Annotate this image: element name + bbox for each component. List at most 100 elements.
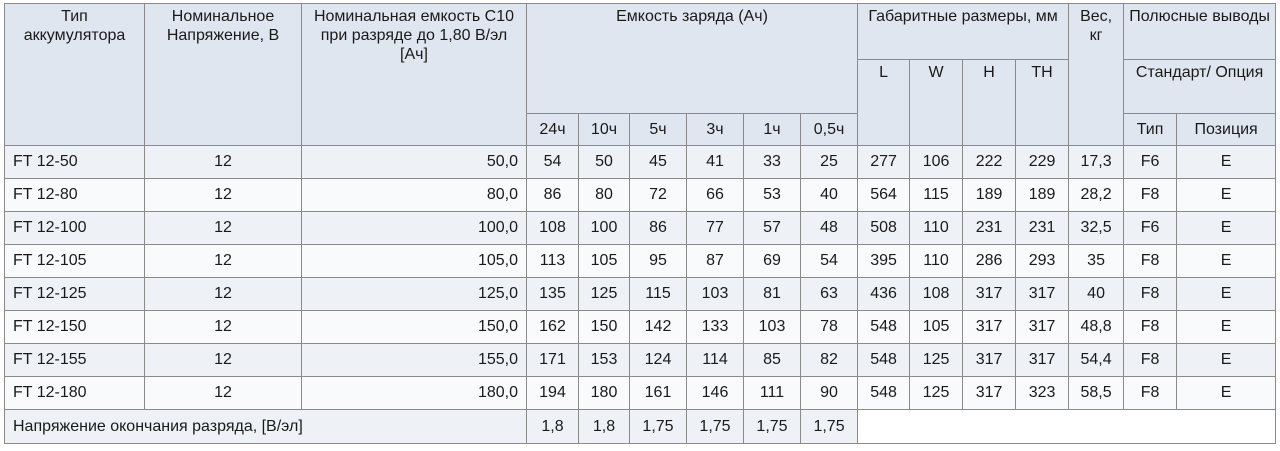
cell-voltage: 12	[144, 310, 302, 344]
footer-value: 1,8	[578, 409, 630, 444]
cell-dimension: 317	[1015, 310, 1070, 344]
cell-charge-capacity: 72	[629, 178, 687, 212]
cell-charge-capacity: 54	[526, 145, 579, 179]
header-type: Тип аккумулятора	[4, 3, 145, 146]
cell-dimension: 286	[962, 244, 1017, 278]
cell-dimension: 323	[1015, 376, 1070, 410]
cell-charge-capacity: 161	[629, 376, 687, 410]
header-terminals: Полюсные выводы	[1123, 3, 1277, 60]
header-charge-capacity: Емкость заряда (Ач)	[525, 3, 859, 114]
header-hour-5: 5ч	[629, 113, 687, 146]
cell-charge-capacity: 40	[799, 178, 859, 212]
cell-dimension: 110	[909, 244, 964, 278]
cell-charge-capacity: 103	[686, 277, 744, 311]
cell-charge-capacity: 82	[799, 343, 859, 377]
cell-voltage: 12	[144, 178, 302, 212]
cell-capacity-c10: 150,0	[301, 310, 527, 344]
table-row: FT 12-125 12 125,0 135 125 115 103 81 63 436 108 31…	[4, 277, 1277, 311]
footer-blank	[857, 409, 1277, 444]
footer-value: 1,8	[526, 409, 579, 444]
cell-terminal-position: E	[1176, 178, 1277, 212]
table-row: FT 12-180 12 180,0 194 180 161 146 111 90 548 125 3…	[4, 376, 1277, 410]
cell-battery-type: FT 12-150	[4, 310, 145, 344]
cell-charge-capacity: 66	[686, 178, 744, 212]
cell-charge-capacity: 95	[629, 244, 687, 278]
cell-terminal-type: F8	[1123, 310, 1178, 344]
cell-dimension: 564	[857, 178, 911, 212]
cell-charge-capacity: 80	[578, 178, 630, 212]
header-hour-24: 24ч	[526, 113, 579, 146]
cell-charge-capacity: 57	[743, 211, 801, 245]
header-hour-3: 3ч	[686, 113, 744, 146]
cell-dimension: 189	[962, 178, 1017, 212]
cell-voltage: 12	[144, 244, 302, 278]
cell-charge-capacity: 41	[686, 145, 744, 179]
cell-voltage: 12	[144, 343, 302, 377]
cell-battery-type: FT 12-100	[4, 211, 145, 245]
cell-battery-type: FT 12-80	[4, 178, 145, 212]
cell-weight: 40	[1068, 277, 1125, 311]
cell-charge-capacity: 90	[799, 376, 859, 410]
cell-battery-type: FT 12-155	[4, 343, 145, 377]
cell-charge-capacity: 142	[629, 310, 687, 344]
footer-value: 1,75	[743, 409, 801, 444]
cell-terminal-position: E	[1176, 376, 1277, 410]
cell-charge-capacity: 105	[578, 244, 630, 278]
table-body: FT 12-50 12 50,0 54 50 45 41 33 25 277 106 222 229 17…	[4, 145, 1277, 444]
cell-dimension: 548	[857, 310, 911, 344]
cell-terminal-type: F8	[1123, 376, 1178, 410]
cell-charge-capacity: 194	[526, 376, 579, 410]
cell-terminal-type: F8	[1123, 244, 1178, 278]
cell-capacity-c10: 155,0	[301, 343, 527, 377]
cell-capacity-c10: 50,0	[301, 145, 527, 179]
table-row: FT 12-105 12 105,0 113 105 95 87 69 54 395 110 286 2…	[4, 244, 1277, 278]
cell-charge-capacity: 125	[578, 277, 630, 311]
cell-charge-capacity: 100	[578, 211, 630, 245]
cell-charge-capacity: 86	[526, 178, 579, 212]
cell-dimension: 317	[962, 277, 1017, 311]
cell-charge-capacity: 69	[743, 244, 801, 278]
battery-spec-table: Тип аккумулятора Номинальное Напряжение,…	[4, 3, 1277, 444]
cell-charge-capacity: 53	[743, 178, 801, 212]
cell-dimension: 317	[962, 310, 1017, 344]
cell-dimension: 436	[857, 277, 911, 311]
cell-dimension: 317	[962, 343, 1017, 377]
cell-charge-capacity: 50	[578, 145, 630, 179]
footer-value: 1,75	[686, 409, 744, 444]
cell-voltage: 12	[144, 376, 302, 410]
cell-terminal-type: F6	[1123, 211, 1178, 245]
header-voltage: Номинальное Напряжение, В	[144, 3, 302, 146]
footer-value: 1,75	[799, 409, 859, 444]
table-header: Тип аккумулятора Номинальное Напряжение,…	[4, 3, 1277, 146]
cell-dimension: 125	[909, 343, 964, 377]
header-hour-0-5: 0,5ч	[799, 113, 859, 146]
cell-charge-capacity: 153	[578, 343, 630, 377]
cell-charge-capacity: 113	[526, 244, 579, 278]
cell-charge-capacity: 115	[629, 277, 687, 311]
cell-dimension: 125	[909, 376, 964, 410]
cell-battery-type: FT 12-105	[4, 244, 145, 278]
cell-terminal-position: E	[1176, 310, 1277, 344]
header-dimensions: Габаритные размеры, мм	[857, 3, 1070, 60]
cell-terminal-type: F8	[1123, 343, 1178, 377]
cell-capacity-c10: 180,0	[301, 376, 527, 410]
cell-weight: 48,8	[1068, 310, 1125, 344]
cell-charge-capacity: 114	[686, 343, 744, 377]
cell-dimension: 277	[857, 145, 911, 179]
cell-dimension: 105	[909, 310, 964, 344]
cell-dimension: 231	[1015, 211, 1070, 245]
header-standard-option: Стандарт/ Опция	[1123, 59, 1277, 114]
cell-charge-capacity: 77	[686, 211, 744, 245]
header-weight: Вес, кг	[1068, 3, 1125, 146]
cell-dimension: 317	[962, 376, 1017, 410]
cell-terminal-position: E	[1176, 343, 1277, 377]
header-dim-l: L	[857, 59, 911, 146]
cell-charge-capacity: 85	[743, 343, 801, 377]
cell-charge-capacity: 108	[526, 211, 579, 245]
cell-battery-type: FT 12-180	[4, 376, 145, 410]
cell-charge-capacity: 146	[686, 376, 744, 410]
cell-charge-capacity: 33	[743, 145, 801, 179]
table-row: FT 12-80 12 80,0 86 80 72 66 53 40 564 115 189 189 28…	[4, 178, 1277, 212]
cell-charge-capacity: 180	[578, 376, 630, 410]
cell-voltage: 12	[144, 211, 302, 245]
